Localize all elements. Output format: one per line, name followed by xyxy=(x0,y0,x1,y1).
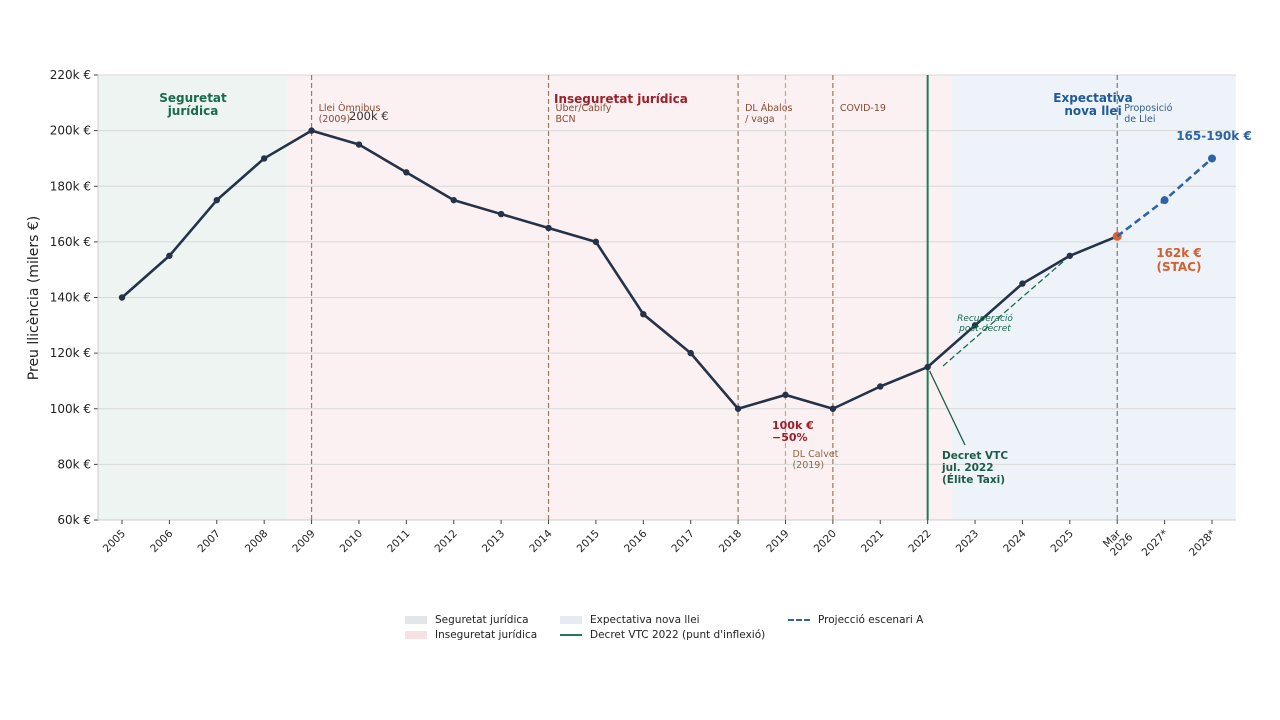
x-tick-label: 2014 xyxy=(527,527,555,555)
x-tick-label: 2011 xyxy=(385,528,412,555)
legend-swatch xyxy=(405,631,427,639)
x-tick-label: Mar2026 xyxy=(1100,523,1135,558)
legend-label: Inseguretat jurídica xyxy=(435,629,538,641)
series-line-historic xyxy=(121,129,1118,411)
x-tick-label: 2009 xyxy=(290,528,317,555)
data-point xyxy=(260,155,268,162)
legend-swatch xyxy=(405,616,427,624)
x-tick-label: 2024 xyxy=(1001,527,1029,555)
data-point xyxy=(1160,196,1169,205)
x-tick-label: 2025 xyxy=(1049,528,1076,555)
trough-annotation: 100k € −50% xyxy=(772,419,814,444)
event-label: DL Calvet (2019) xyxy=(792,449,838,471)
data-point xyxy=(308,127,315,134)
x-tick-label: 2006 xyxy=(148,527,176,555)
x-tick-label: 2017 xyxy=(669,528,696,555)
y-axis-label: Preu llicència (milers €) xyxy=(26,216,42,380)
data-point xyxy=(782,391,789,399)
x-tick-label: 2015 xyxy=(575,528,602,555)
y-tick-label: 160k € xyxy=(50,235,91,249)
legend-swatch xyxy=(560,616,582,624)
legend-swatch xyxy=(560,634,582,636)
y-tick-label: 80k € xyxy=(57,457,91,471)
legend-label: Decret VTC 2022 (punt d'inflexió) xyxy=(590,629,766,641)
data-point xyxy=(545,224,552,232)
y-tick-label: 120k € xyxy=(50,346,91,360)
legend-item-inseguretat: Inseguretat jurídica xyxy=(405,629,560,641)
y-tick-label: 60k € xyxy=(57,513,91,527)
x-tick-label: 2005 xyxy=(101,528,128,555)
data-point xyxy=(734,405,742,412)
legend-swatch xyxy=(788,619,810,621)
x-tick-label: 2028* xyxy=(1187,528,1218,559)
event-label: Proposició de Llei xyxy=(1124,103,1172,125)
event-label: Uber/Cabify BCN xyxy=(556,103,612,125)
event-label: COVID-19 xyxy=(840,103,886,114)
x-tick-label: 2021 xyxy=(859,528,886,555)
data-point xyxy=(829,405,837,412)
data-point xyxy=(166,252,173,259)
data-point xyxy=(877,383,884,390)
x-tick-label: 2020 xyxy=(812,528,839,555)
data-point xyxy=(971,322,979,329)
legend-item-decret: Decret VTC 2022 (punt d'inflexió) xyxy=(560,629,788,641)
decret-annotation-arrow xyxy=(929,370,966,446)
data-point xyxy=(640,310,647,318)
legend-item-projeccio: Projecció escenari A xyxy=(788,614,968,626)
decret-annotation: Decret VTC jul. 2022 (Élite Taxi) xyxy=(941,450,1008,486)
region-label-expectativa: Expectativa nova llei xyxy=(1053,91,1132,118)
x-tick-label: 2018 xyxy=(717,528,744,555)
legend-label: Expectativa nova llei xyxy=(590,614,700,626)
data-point xyxy=(1066,252,1074,259)
x-tick-label: 2022 xyxy=(906,528,933,555)
legend-label: Projecció escenari A xyxy=(818,614,924,626)
y-tick-label: 100k € xyxy=(50,402,91,416)
data-point xyxy=(450,196,457,204)
peak-annotation: 200k € xyxy=(349,109,389,123)
legend-item-seguretat: Seguretat jurídica xyxy=(405,614,560,626)
y-tick-label: 220k € xyxy=(50,68,91,82)
data-point xyxy=(592,238,600,246)
legend-item-expectativa: Expectativa nova llei xyxy=(560,614,788,626)
data-point xyxy=(1019,280,1026,287)
data-point xyxy=(403,169,410,176)
x-tick-label: 2008 xyxy=(243,528,270,555)
data-point xyxy=(1208,154,1216,163)
recovery-label: Recuperació post-decret xyxy=(957,313,1013,334)
x-tick-label: 2013 xyxy=(480,528,507,555)
y-tick-label: 140k € xyxy=(50,291,91,305)
x-tick-label: 2016 xyxy=(622,527,650,555)
data-point xyxy=(924,363,931,371)
data-point xyxy=(687,349,694,357)
x-tick-label: 2023 xyxy=(954,528,981,555)
data-point xyxy=(355,141,363,148)
region-label-seguretat: Seguretat jurídica xyxy=(159,91,227,118)
y-tick-label: 200k € xyxy=(50,124,91,138)
x-tick-label: 2010 xyxy=(338,528,365,555)
event-label: Llei Òmnibus (2009) xyxy=(319,102,381,125)
legend-label: Seguretat jurídica xyxy=(435,614,529,626)
data-point xyxy=(497,210,505,218)
x-tick-label: 2012 xyxy=(432,528,459,555)
x-tick-label: 2027* xyxy=(1140,528,1171,559)
event-label: DL Ábalos / vaga xyxy=(745,102,792,125)
x-tick-label: 2007 xyxy=(196,528,223,555)
data-point xyxy=(213,196,220,204)
x-tick-label: 2019 xyxy=(764,528,791,555)
region-label-inseguretat: Inseguretat jurídica xyxy=(554,92,688,106)
legend: Seguretat jurídica Expectativa nova llei… xyxy=(405,614,968,641)
y-tick-label: 180k € xyxy=(50,179,91,193)
projection-annotation: 165-190k € xyxy=(1176,129,1252,143)
stac-annotation: 162k € (STAC) xyxy=(1156,246,1202,274)
data-point xyxy=(118,294,126,301)
